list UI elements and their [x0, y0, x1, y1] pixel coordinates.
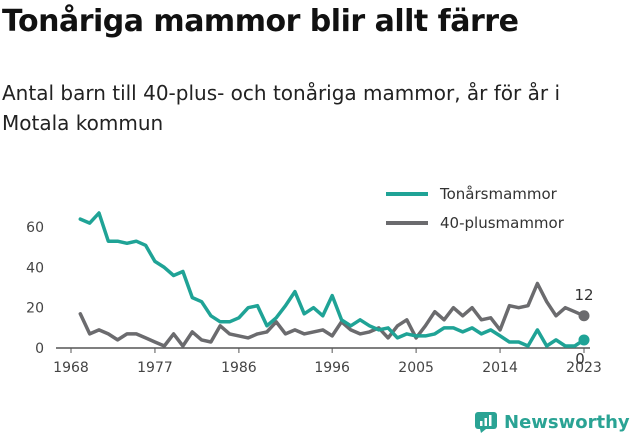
series-line-0: [78, 211, 586, 348]
newsworthy-logo-icon: [475, 412, 497, 433]
legend-label: 40-plusmammor: [440, 214, 565, 232]
series-end-point-1: [578, 310, 590, 322]
x-tick-label: 1968: [53, 360, 89, 376]
chart-subtitle: Antal barn till 40-plus- och tonåriga ma…: [2, 81, 561, 135]
x-tick-label: 1977: [137, 360, 173, 376]
line-chart: 0 20 40 60 1968 1977 1986 1996 2005 2014 2023 12 0 To…: [26, 185, 602, 376]
brand-name: Newsworthy: [504, 411, 630, 433]
y-tick-label: 60: [26, 220, 44, 236]
x-tick-label: 2014: [482, 360, 518, 376]
x-tick-label: 2005: [398, 360, 434, 376]
series-end-point-0: [578, 334, 590, 346]
end-value-label: 0: [575, 350, 585, 368]
x-tick-label: 1986: [221, 360, 257, 376]
y-tick-label: 40: [26, 260, 44, 276]
x-tick-label: 1996: [314, 360, 350, 376]
y-tick-label: 20: [26, 301, 44, 317]
series-line-1: [78, 281, 586, 348]
x-tick-label: 2023: [566, 360, 602, 376]
end-value-label: 12: [574, 286, 593, 304]
brand-footer: Newsworthy: [474, 408, 630, 436]
y-tick-label: 0: [35, 341, 44, 357]
legend-label: Tonårsmammor: [439, 185, 558, 203]
chart-title: Tonåriga mammor blir allt färre: [2, 4, 519, 39]
